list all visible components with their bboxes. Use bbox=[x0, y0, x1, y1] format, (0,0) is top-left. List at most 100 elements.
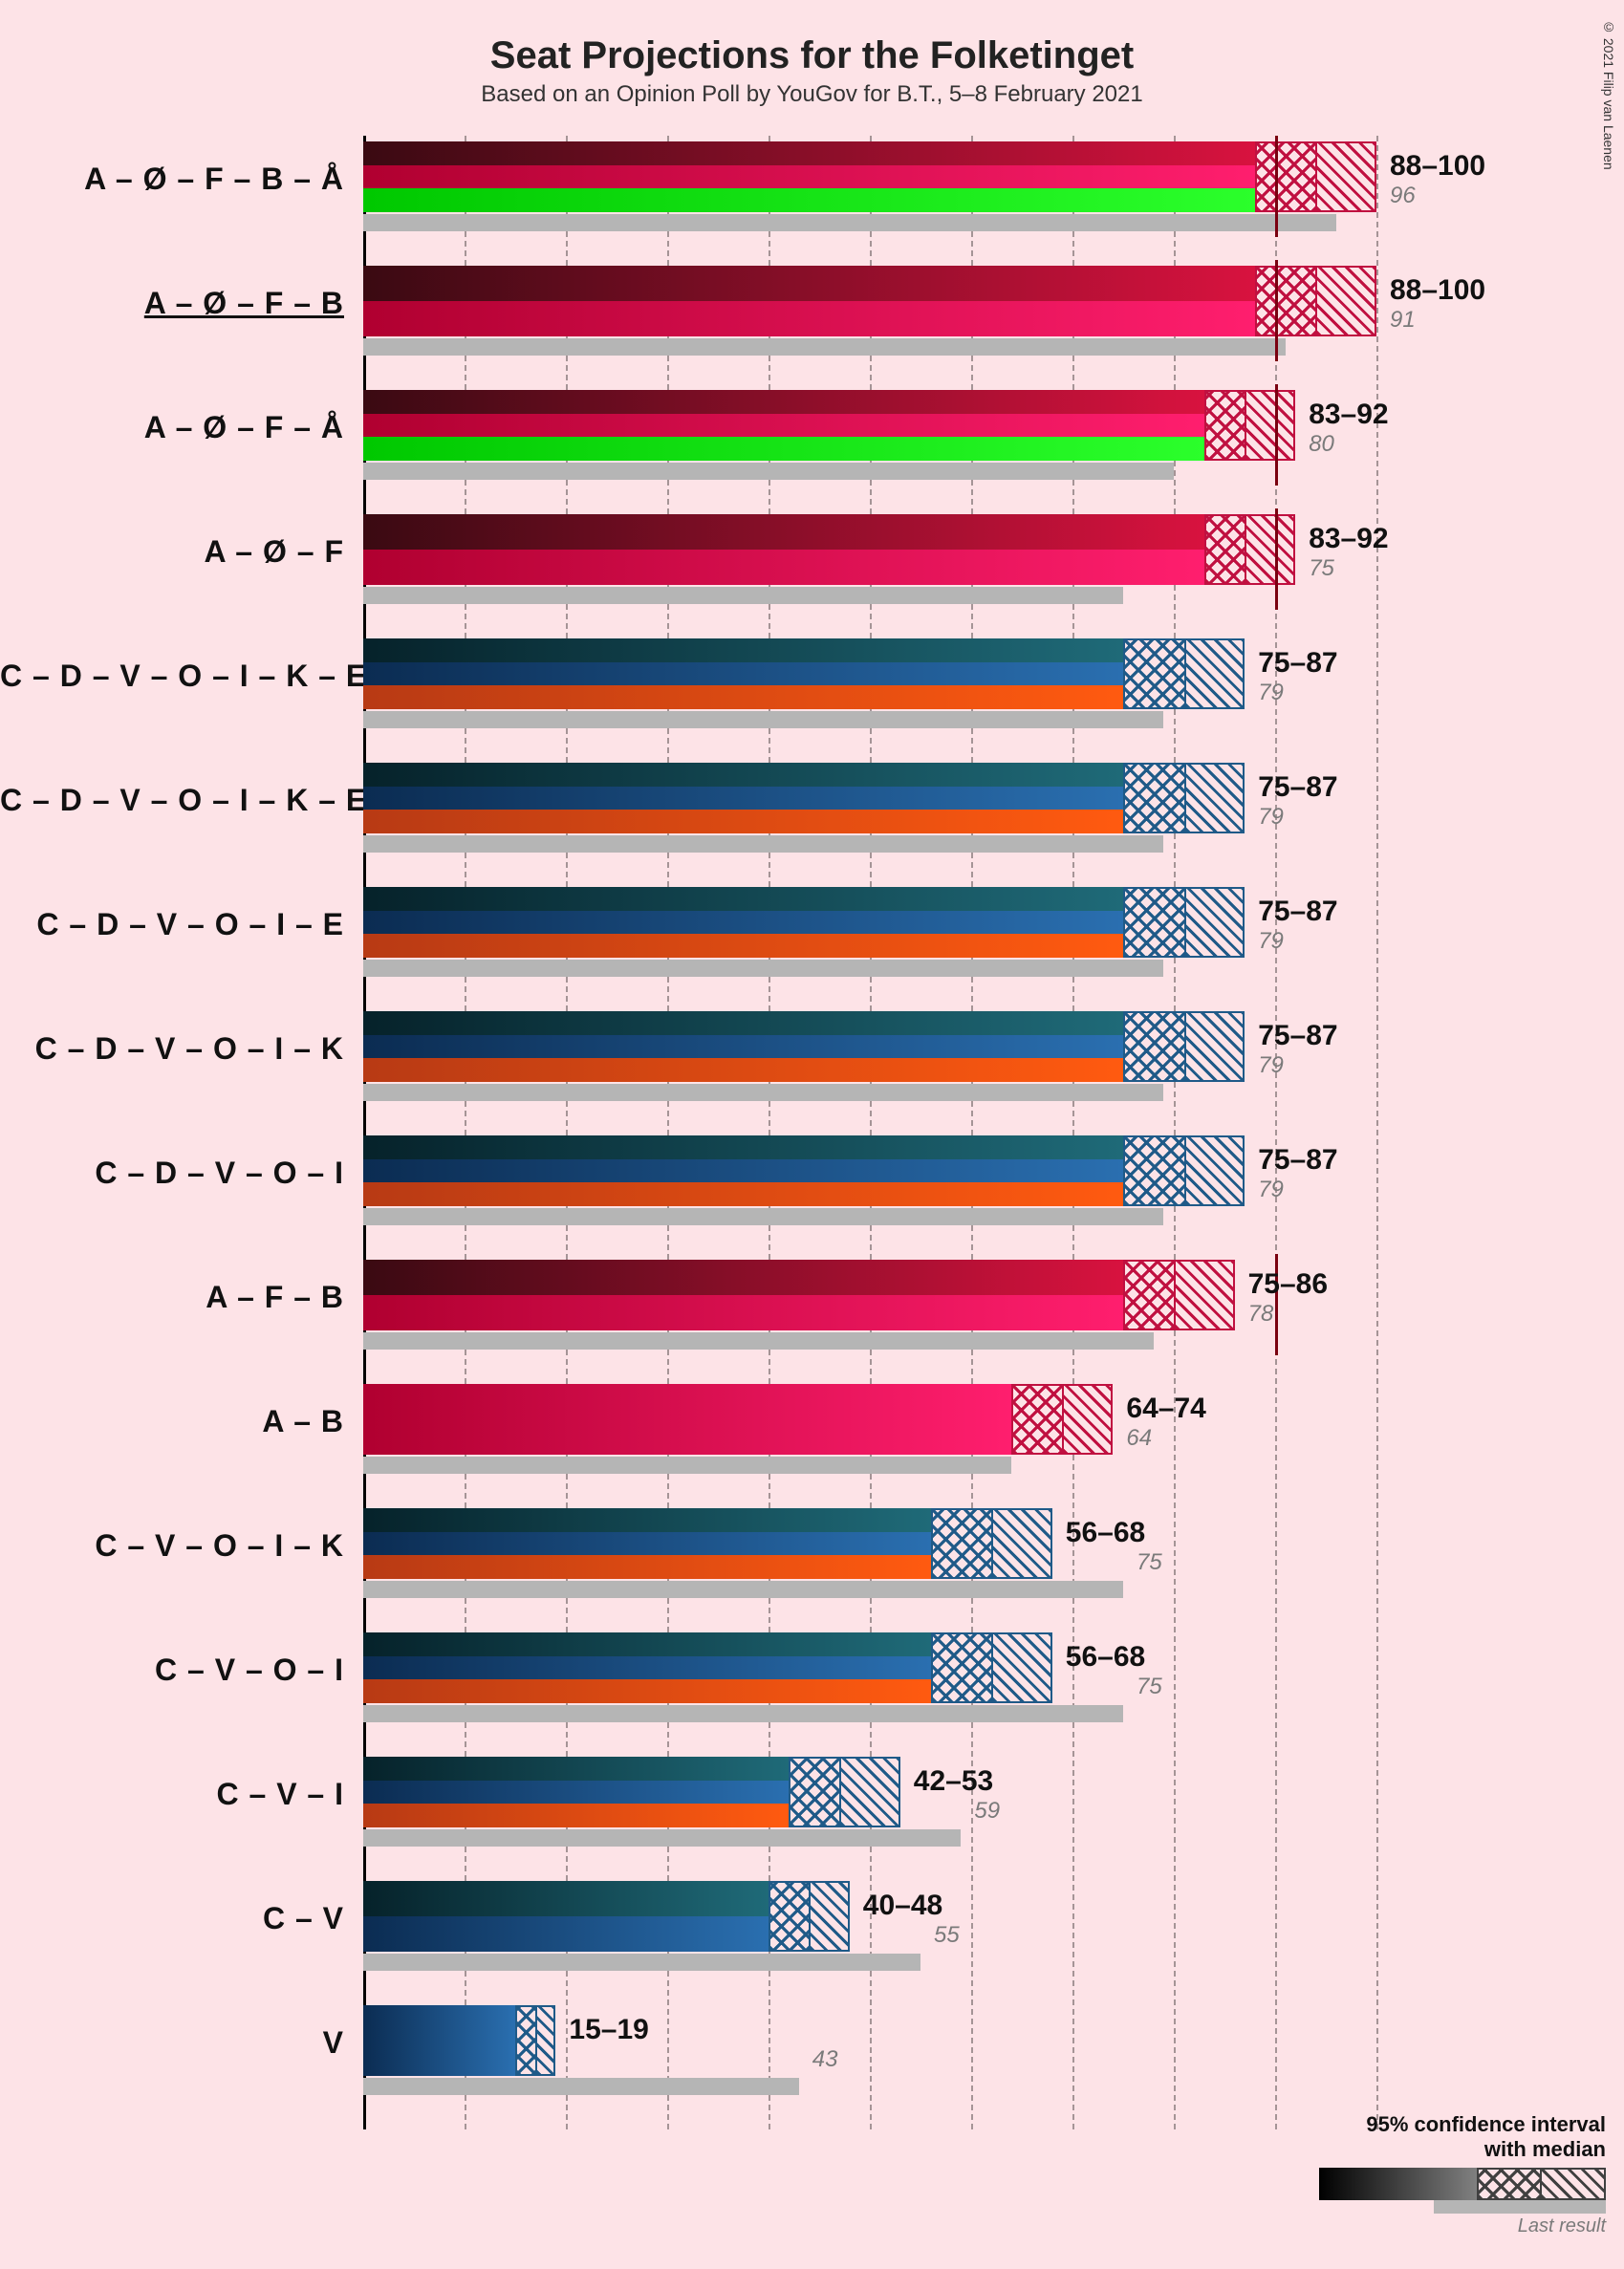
bar-layer bbox=[363, 437, 1204, 461]
ci-crosshatch bbox=[1255, 141, 1316, 212]
range-text: 88–100 bbox=[1390, 274, 1485, 307]
coalition-label: A – Ø – F bbox=[0, 536, 344, 567]
ci-crosshatch bbox=[1123, 638, 1184, 709]
majority-line bbox=[1275, 260, 1278, 361]
bar-layer bbox=[363, 911, 1123, 935]
coalition-label: C – V – O – I bbox=[0, 1654, 344, 1685]
bar-layer bbox=[363, 414, 1204, 438]
last-result-text: 59 bbox=[974, 1798, 1000, 1825]
range-text: 15–19 bbox=[569, 2014, 648, 2046]
last-result-text: 43 bbox=[812, 2046, 838, 2073]
legend-crosshatch bbox=[1477, 2168, 1540, 2200]
last-result-bar bbox=[363, 835, 1163, 853]
coalition-row: V 15–19 43 bbox=[0, 2005, 1624, 2129]
bar-layer bbox=[363, 2005, 515, 2076]
ci-crosshatch bbox=[931, 1508, 992, 1579]
last-result-text: 75 bbox=[1137, 1549, 1162, 1576]
last-result-bar bbox=[363, 960, 1163, 977]
ci-crosshatch bbox=[1123, 763, 1184, 833]
range-text: 40–48 bbox=[863, 1890, 942, 1922]
coalition-label: C – D – V – O – I bbox=[0, 1157, 344, 1188]
last-result-text: 80 bbox=[1309, 431, 1334, 458]
bar-layer bbox=[363, 887, 1123, 911]
coalition-label: A – F – B bbox=[0, 1282, 344, 1312]
ci-diagonal bbox=[1174, 1260, 1235, 1330]
last-result-text: 79 bbox=[1258, 1052, 1284, 1079]
last-result-bar bbox=[363, 587, 1123, 604]
bar-layer bbox=[363, 662, 1123, 686]
ci-crosshatch bbox=[1011, 1384, 1062, 1455]
last-result-text: 91 bbox=[1390, 307, 1416, 334]
last-result-text: 96 bbox=[1390, 183, 1416, 209]
last-result-bar bbox=[363, 1457, 1011, 1474]
bar-layer bbox=[363, 141, 1255, 165]
ci-crosshatch bbox=[1123, 887, 1184, 958]
range-text: 75–87 bbox=[1258, 1144, 1337, 1177]
ci-crosshatch bbox=[931, 1632, 992, 1703]
ci-crosshatch bbox=[515, 2005, 535, 2076]
legend-last-label: Last result bbox=[1319, 2215, 1606, 2237]
last-result-bar bbox=[363, 1581, 1123, 1598]
coalition-row: A – Ø – F – B88–10091 bbox=[0, 266, 1624, 390]
last-result-bar bbox=[363, 1705, 1123, 1722]
range-text: 75–87 bbox=[1258, 1020, 1337, 1052]
bar-layer bbox=[363, 390, 1204, 414]
ci-diagonal bbox=[839, 1757, 900, 1827]
legend-ci-label-2: with median bbox=[1319, 2137, 1606, 2162]
ci-diagonal bbox=[1184, 763, 1245, 833]
bar-layer bbox=[363, 1295, 1123, 1330]
legend-last-bar bbox=[1434, 2200, 1606, 2214]
legend: 95% confidence interval with median Last… bbox=[1319, 2112, 1606, 2237]
last-result-bar bbox=[363, 2078, 799, 2095]
ci-diagonal bbox=[1245, 514, 1295, 585]
last-result-text: 79 bbox=[1258, 804, 1284, 831]
range-text: 64–74 bbox=[1126, 1393, 1205, 1425]
bar-layer bbox=[363, 1182, 1123, 1206]
ci-diagonal bbox=[1315, 141, 1376, 212]
bar-layer bbox=[363, 514, 1204, 550]
bar-layer bbox=[363, 165, 1255, 189]
ci-crosshatch bbox=[1204, 390, 1245, 461]
coalition-label: A – B bbox=[0, 1406, 344, 1437]
last-result-bar bbox=[363, 1084, 1163, 1101]
last-result-bar bbox=[363, 1332, 1154, 1350]
ci-crosshatch bbox=[789, 1757, 839, 1827]
coalition-row: A – Ø – F – B – Å88–10096 bbox=[0, 141, 1624, 266]
chart-subtitle: Based on an Opinion Poll by YouGov for B… bbox=[0, 81, 1624, 108]
bar-layer bbox=[363, 1532, 931, 1556]
bar-layer bbox=[363, 1781, 789, 1804]
ci-diagonal bbox=[1184, 887, 1245, 958]
bar-layer bbox=[363, 1757, 789, 1781]
last-result-text: 75 bbox=[1309, 555, 1334, 582]
ci-diagonal bbox=[1062, 1384, 1113, 1455]
range-text: 75–86 bbox=[1248, 1268, 1328, 1301]
ci-diagonal bbox=[1315, 266, 1376, 336]
majority-line bbox=[1275, 384, 1278, 486]
chart-title: Seat Projections for the Folketinget bbox=[0, 0, 1624, 77]
ci-diagonal bbox=[1184, 1011, 1245, 1082]
last-result-bar bbox=[363, 463, 1174, 480]
bar-layer bbox=[363, 301, 1255, 336]
coalition-label: V bbox=[0, 2027, 344, 2058]
last-result-text: 79 bbox=[1258, 680, 1284, 706]
bar-layer bbox=[363, 685, 1123, 709]
range-text: 75–87 bbox=[1258, 896, 1337, 928]
last-result-text: 78 bbox=[1248, 1301, 1274, 1328]
ci-crosshatch bbox=[1255, 266, 1316, 336]
last-result-text: 75 bbox=[1137, 1674, 1162, 1700]
bar-layer bbox=[363, 1159, 1123, 1183]
coalition-row: C – V – I42–5359 bbox=[0, 1757, 1624, 1881]
chart-container: © 2021 Filip van Laenen Seat Projections… bbox=[0, 0, 1624, 2269]
bar-layer bbox=[363, 810, 1123, 833]
range-text: 56–68 bbox=[1066, 1517, 1145, 1549]
last-result-bar bbox=[363, 1829, 961, 1847]
ci-diagonal bbox=[1245, 390, 1295, 461]
ci-crosshatch bbox=[1204, 514, 1245, 585]
coalition-label: C – V – I bbox=[0, 1779, 344, 1809]
coalition-row: C – D – V – O – I – E75–8779 bbox=[0, 887, 1624, 1011]
ci-diagonal bbox=[991, 1632, 1052, 1703]
bar-layer bbox=[363, 1058, 1123, 1082]
bar-layer bbox=[363, 1035, 1123, 1059]
last-result-text: 55 bbox=[934, 1922, 960, 1949]
bar-layer bbox=[363, 1508, 931, 1532]
